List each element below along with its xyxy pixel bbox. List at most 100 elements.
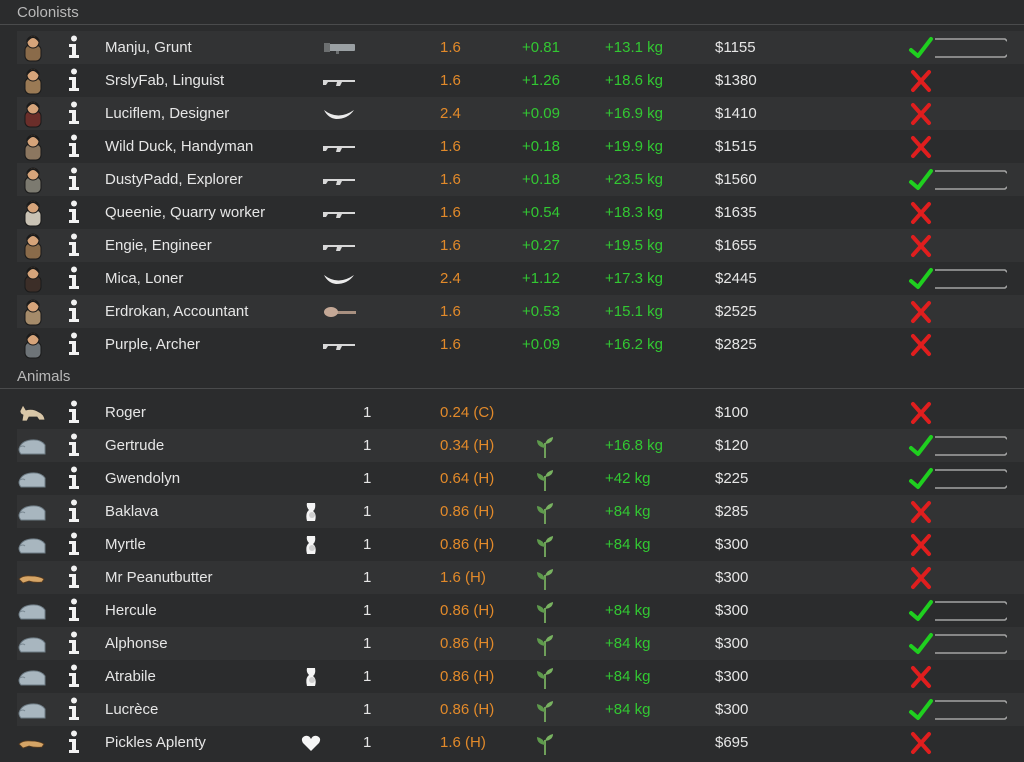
cross-icon[interactable] <box>907 728 1007 758</box>
info-icon[interactable] <box>66 730 82 754</box>
colonist-portrait-icon[interactable] <box>21 34 45 62</box>
rifle-icon[interactable] <box>322 140 358 154</box>
bear-icon[interactable] <box>17 699 47 727</box>
info-icon[interactable] <box>66 565 82 589</box>
info-icon[interactable] <box>66 134 82 158</box>
colonist-row[interactable]: Erdrokan, Accountant 1.6 +0.53 +15.1 kg … <box>17 295 1024 328</box>
cross-icon[interactable] <box>907 297 1007 327</box>
check-icon[interactable] <box>907 165 1017 195</box>
cross-icon[interactable] <box>907 497 1007 527</box>
dog-icon[interactable] <box>17 732 47 760</box>
colonist-portrait-icon[interactable] <box>21 100 45 128</box>
colonist-value-2: +18.6 kg <box>605 72 663 89</box>
colonist-row[interactable]: Mica, Loner 2.4 +1.12 +17.3 kg $2445 <box>17 262 1024 295</box>
horn-icon[interactable] <box>322 272 358 286</box>
cross-icon[interactable] <box>907 99 1007 129</box>
colonist-portrait-icon[interactable] <box>21 331 45 359</box>
animal-meat: +84 kg <box>605 701 651 718</box>
colonist-row[interactable]: Manju, Grunt 1.6 +0.81 +13.1 kg $1155 <box>17 31 1024 64</box>
cross-icon[interactable] <box>907 198 1007 228</box>
info-icon[interactable] <box>66 299 82 323</box>
cross-icon[interactable] <box>907 330 1007 360</box>
animal-row[interactable]: Roger 1 0.24 (C) $100 <box>17 396 1024 429</box>
animal-row[interactable]: Atrabile 1 0.86 (H) +84 kg $300 <box>17 660 1024 693</box>
info-icon[interactable] <box>66 101 82 125</box>
colonist-row[interactable]: SrslyFab, Linguist 1.6 +1.26 +18.6 kg $1… <box>17 64 1024 97</box>
colonist-portrait-icon[interactable] <box>21 67 45 95</box>
cross-icon[interactable] <box>907 231 1007 261</box>
colonist-portrait-icon[interactable] <box>21 298 45 326</box>
animal-row[interactable]: Myrtle 1 0.86 (H) +84 kg $300 <box>17 528 1024 561</box>
rifle-icon[interactable] <box>322 173 358 187</box>
colonist-row[interactable]: DustyPadd, Explorer 1.6 +0.18 +23.5 kg $… <box>17 163 1024 196</box>
animal-row[interactable]: Baklava 1 0.86 (H) +84 kg $285 <box>17 495 1024 528</box>
rifle-icon[interactable] <box>322 239 358 253</box>
animal-row[interactable]: Mr Peanutbutter 1 1.6 (H) $300 <box>17 561 1024 594</box>
info-icon[interactable] <box>66 466 82 490</box>
info-icon[interactable] <box>66 266 82 290</box>
colonist-row[interactable]: Purple, Archer 1.6 +0.09 +16.2 kg $2825 <box>17 328 1024 361</box>
cat-icon[interactable] <box>17 402 47 430</box>
rifle-icon[interactable] <box>322 74 358 88</box>
info-icon[interactable] <box>66 200 82 224</box>
animal-name: Pickles Aplenty <box>105 734 206 751</box>
check-icon[interactable] <box>907 431 1017 461</box>
info-icon[interactable] <box>66 35 82 59</box>
colonist-portrait-icon[interactable] <box>21 232 45 260</box>
colonist-portrait-icon[interactable] <box>21 265 45 293</box>
info-icon[interactable] <box>66 167 82 191</box>
colonist-portrait-icon[interactable] <box>21 133 45 161</box>
cross-icon[interactable] <box>907 563 1007 593</box>
cross-icon[interactable] <box>907 66 1007 96</box>
animal-row[interactable]: Alphonse 1 0.86 (H) +84 kg $300 <box>17 627 1024 660</box>
check-icon[interactable] <box>907 695 1017 725</box>
bear-icon[interactable] <box>17 633 47 661</box>
bear-icon[interactable] <box>17 600 47 628</box>
animal-row[interactable]: Gwendolyn 1 0.64 (H) +42 kg $225 <box>17 462 1024 495</box>
info-icon[interactable] <box>66 233 82 257</box>
launcher-icon[interactable] <box>322 41 358 55</box>
cross-icon[interactable] <box>907 662 1007 692</box>
bear-icon[interactable] <box>17 534 47 562</box>
animal-row[interactable]: Lucrèce 1 0.86 (H) +84 kg $300 <box>17 693 1024 726</box>
bear-icon[interactable] <box>17 435 47 463</box>
cross-icon[interactable] <box>907 132 1007 162</box>
check-icon[interactable] <box>907 629 1017 659</box>
colonist-row[interactable]: Luciflem, Designer 2.4 +0.09 +16.9 kg $1… <box>17 97 1024 130</box>
animal-row[interactable]: Hercule 1 0.86 (H) +84 kg $300 <box>17 594 1024 627</box>
info-icon[interactable] <box>66 532 82 556</box>
colonist-portrait-icon[interactable] <box>21 199 45 227</box>
info-icon[interactable] <box>66 499 82 523</box>
check-icon[interactable] <box>907 33 1017 63</box>
cross-icon[interactable] <box>907 398 1007 428</box>
info-icon[interactable] <box>66 332 82 356</box>
animal-row[interactable]: Gertrude 1 0.34 (H) +16.8 kg $120 <box>17 429 1024 462</box>
info-icon[interactable] <box>66 631 82 655</box>
check-icon[interactable] <box>907 596 1017 626</box>
info-icon[interactable] <box>66 68 82 92</box>
bear-icon[interactable] <box>17 468 47 496</box>
plant-icon <box>534 699 556 723</box>
check-icon[interactable] <box>907 464 1017 494</box>
check-icon[interactable] <box>907 264 1017 294</box>
colonist-value-1: +0.09 <box>522 336 560 353</box>
colonist-portrait-icon[interactable] <box>21 166 45 194</box>
rifle-icon[interactable] <box>322 338 358 352</box>
colonist-row[interactable]: Engie, Engineer 1.6 +0.27 +19.5 kg $1655 <box>17 229 1024 262</box>
info-icon[interactable] <box>66 598 82 622</box>
animal-row[interactable]: Pickles Aplenty 1 1.6 (H) $695 <box>17 726 1024 759</box>
info-icon[interactable] <box>66 433 82 457</box>
dog-icon[interactable] <box>17 567 47 595</box>
rifle-icon[interactable] <box>322 206 358 220</box>
horn-icon[interactable] <box>322 107 358 121</box>
cross-icon[interactable] <box>907 530 1007 560</box>
colonist-row[interactable]: Queenie, Quarry worker 1.6 +0.54 +18.3 k… <box>17 196 1024 229</box>
colonist-row[interactable]: Wild Duck, Handyman 1.6 +0.18 +19.9 kg $… <box>17 130 1024 163</box>
club-icon[interactable] <box>322 305 358 319</box>
info-icon[interactable] <box>66 697 82 721</box>
info-icon[interactable] <box>66 400 82 424</box>
bear-icon[interactable] <box>17 666 47 694</box>
info-icon[interactable] <box>66 664 82 688</box>
colonist-name: Engie, Engineer <box>105 237 212 254</box>
bear-icon[interactable] <box>17 501 47 529</box>
